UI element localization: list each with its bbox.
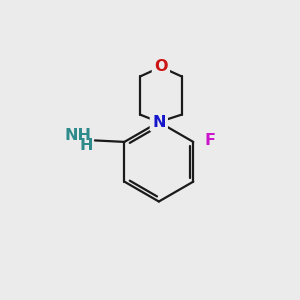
Text: O: O	[154, 59, 168, 74]
Text: NH: NH	[64, 128, 92, 142]
Text: F: F	[204, 133, 215, 148]
Text: H: H	[80, 138, 93, 153]
Text: N: N	[152, 115, 166, 130]
